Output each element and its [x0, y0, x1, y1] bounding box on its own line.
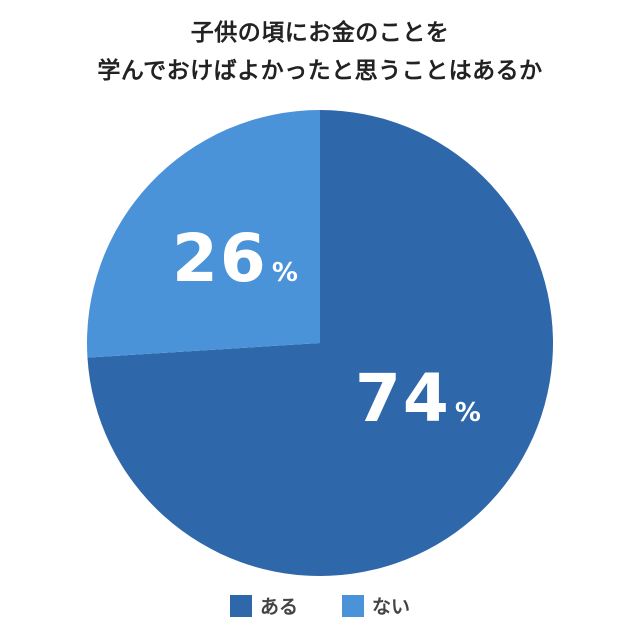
- pie-slices: [86, 110, 554, 577]
- slice-label-nai: 26%: [172, 220, 298, 297]
- legend: ある ない: [0, 592, 640, 619]
- legend-swatch-aru: [229, 594, 252, 617]
- legend-label-aru: ある: [259, 596, 298, 618]
- pie-slice-nai: [86, 110, 320, 358]
- slice-value-nai: 26: [172, 220, 268, 297]
- legend-label-nai: ない: [372, 596, 411, 618]
- slice-value-aru: 74: [355, 360, 451, 437]
- legend-item-aru: ある: [229, 592, 298, 619]
- slice-label-aru: 74%: [355, 360, 481, 437]
- percent-sign: %: [271, 258, 298, 288]
- chart-title-line-1: 子供の頃にお金のことを: [190, 20, 450, 46]
- chart-title: 子供の頃にお金のことを 学んでおけばよかったと思うことはあるか: [0, 14, 640, 90]
- percent-sign: %: [454, 398, 481, 428]
- pie-slice-aru: [87, 110, 554, 577]
- legend-swatch-nai: [342, 594, 364, 617]
- chart-title-line-2: 学んでおけばよかったと思うことはあるか: [97, 58, 543, 84]
- legend-item-nai: ない: [342, 592, 410, 619]
